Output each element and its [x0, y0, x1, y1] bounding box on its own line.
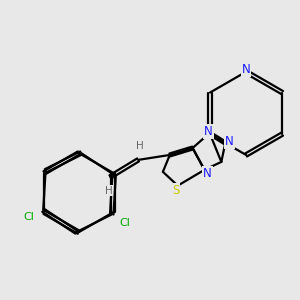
Text: Cl: Cl [24, 212, 34, 222]
Text: N: N [242, 63, 250, 76]
Text: N: N [203, 167, 212, 180]
Text: H: H [104, 186, 112, 196]
Text: S: S [172, 184, 179, 197]
Text: N: N [225, 135, 234, 148]
Text: N: N [204, 125, 213, 138]
Text: Cl: Cl [119, 218, 130, 228]
Text: H: H [136, 141, 144, 151]
